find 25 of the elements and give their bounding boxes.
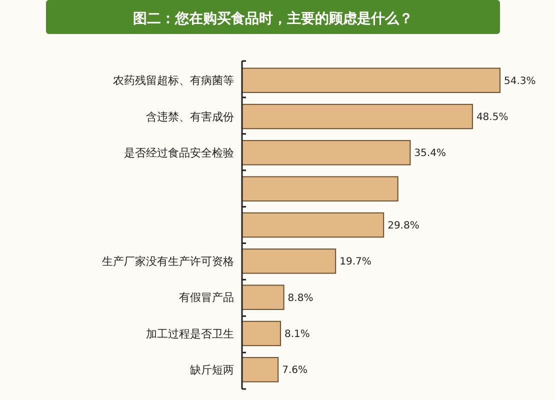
bar [242,284,284,310]
y-tick-label: 有假冒产品 [179,291,234,304]
data-label: 7.6% [282,365,308,376]
y-tick-label: 加工过程是否卫生 [146,327,234,340]
y-tick-label: 是否经过食品安全检验 [124,146,234,160]
bar [242,248,336,274]
y-tick-label: 生产厂家没有生产许可资格 [102,255,234,268]
bar [242,68,500,93]
chart-title: 图二：您在购买食品时，主要的顾虑是什么？ [133,10,413,27]
bar [242,212,384,238]
y-tick-label: 农药残留超标、有病菌等 [113,74,234,88]
data-label: 8.1% [284,328,310,340]
data-label: 29.8% [388,220,420,232]
data-label: 54.3% [504,76,536,87]
data-label: 48.5% [476,112,508,124]
y-tick-label: 含违禁、有害成份 [146,110,234,124]
bar [242,140,411,166]
bar [242,320,281,346]
data-label: 35.4% [414,148,446,160]
bar [242,176,398,202]
data-label: 8.8% [288,292,314,304]
bar [242,104,473,130]
bar [242,357,279,382]
y-tick-label: 缺斤短两 [190,364,234,377]
data-label: 19.7% [340,256,372,268]
